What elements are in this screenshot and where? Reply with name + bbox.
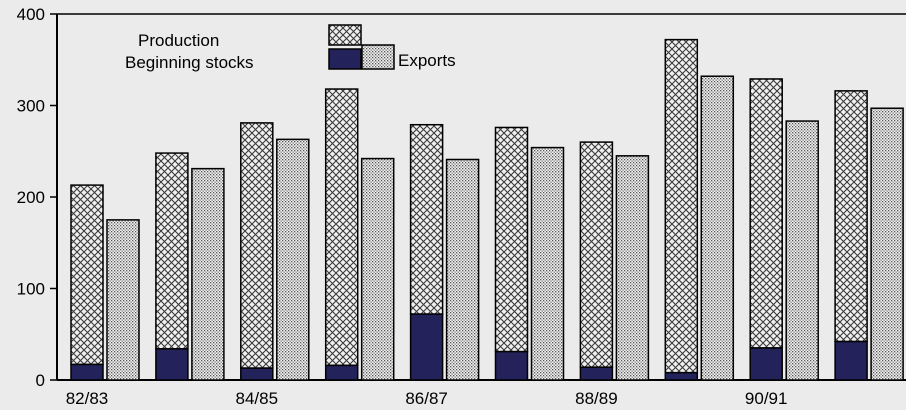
production-bar	[749, 78, 783, 349]
production-bar	[324, 88, 359, 367]
x-tick-label: 82/83	[66, 389, 109, 408]
y-tick-label: 400	[17, 5, 45, 24]
exports-bar	[106, 219, 140, 381]
x-axis-ticks: 82/83 84/85 86/87 88/89 90/91	[66, 389, 788, 408]
stocks-bar	[324, 364, 359, 381]
stocks-bar	[494, 350, 529, 381]
legend-exports-swatch	[361, 44, 395, 70]
exports-bar	[191, 167, 225, 381]
exports-bar	[700, 75, 735, 381]
stocks-bar	[749, 347, 783, 381]
production-bar	[579, 141, 614, 368]
legend-production-label: Production	[138, 31, 219, 50]
production-bar	[834, 90, 868, 343]
y-tick-label: 0	[36, 371, 45, 390]
stocks-bar	[579, 366, 614, 381]
stocks-bar	[834, 340, 868, 381]
legend-exports-label: Exports	[398, 51, 456, 70]
stocks-bar	[70, 363, 104, 381]
production-bar	[240, 122, 274, 369]
production-bar	[70, 184, 104, 366]
y-tick-label: 300	[17, 97, 45, 116]
stocks-bar	[409, 313, 444, 381]
exports-bar	[785, 120, 819, 381]
stocks-bar	[664, 371, 699, 381]
bars	[70, 38, 904, 381]
production-bar	[664, 38, 699, 374]
legend-stocks-swatch	[328, 48, 362, 70]
x-tick-label: 86/87	[405, 389, 448, 408]
legend-production-swatch	[328, 24, 362, 46]
x-tick-label: 88/89	[575, 389, 618, 408]
exports-bar	[530, 146, 565, 381]
y-tick-label: 100	[17, 280, 45, 299]
exports-bar	[445, 158, 480, 381]
production-bar	[155, 152, 189, 350]
y-axis-ticks: 0 100 200 300 400	[17, 5, 57, 390]
legend: Production Beginning stocks Exports	[125, 24, 456, 72]
exports-bar	[360, 157, 395, 381]
exports-bar	[615, 155, 650, 381]
exports-bar	[276, 138, 310, 381]
production-bar	[494, 126, 529, 353]
x-tick-label: 84/85	[236, 389, 279, 408]
x-tick-label: 90/91	[745, 389, 788, 408]
stocks-bar	[240, 367, 274, 381]
production-bar	[409, 123, 444, 315]
y-tick-label: 200	[17, 188, 45, 207]
stocks-bar	[155, 348, 189, 381]
exports-bar	[870, 107, 904, 381]
legend-stocks-label: Beginning stocks	[125, 53, 254, 72]
